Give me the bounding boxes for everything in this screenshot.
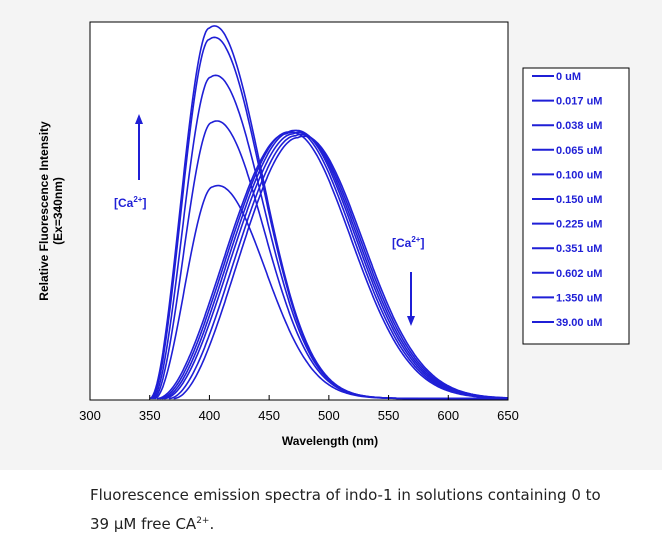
series-line-5	[156, 131, 508, 400]
series-line-1	[168, 133, 508, 400]
legend: 0 uM 0.017 uM 0.038 uM 0.065 uM 0.100 uM 0.15…	[532, 71, 602, 329]
caption-superscript: 2+	[196, 516, 210, 526]
legend-entry: 0.038 uM	[556, 120, 602, 132]
y-axis-label: Relative Fluorescence Intensity (Ex=340n…	[37, 121, 65, 301]
chart-figure: 300 350 400 450 500 550 600 650 Wavelength (nm)…	[0, 0, 662, 470]
x-tick-label: 350	[139, 408, 161, 423]
y-axis-label-line1: Relative Fluorescence Intensity	[37, 121, 51, 301]
chart-svg: 300 350 400 450 500 550 600 650 Wavelength (nm)…	[37, 21, 630, 448]
x-axis-label: Wavelength (nm)	[282, 434, 378, 448]
legend-entry: 0.100 uM	[556, 169, 602, 181]
series-line-3	[161, 129, 509, 400]
x-tick-label: 450	[258, 408, 280, 423]
plot-area	[89, 21, 509, 401]
x-axis-ticks: 300 350 400 450 500 550 600 650	[79, 395, 519, 423]
legend-entry: 0.065 uM	[556, 145, 602, 157]
x-tick-label: 400	[199, 408, 221, 423]
down-arrowhead-icon	[407, 316, 415, 326]
annotation-ca-down: [Ca2+]	[392, 235, 424, 326]
legend-entry: 0.017 uM	[556, 96, 602, 108]
legend-entry: 0.225 uM	[556, 219, 602, 231]
legend-entry: 39.00 uM	[556, 317, 602, 329]
x-tick-label: 300	[79, 408, 101, 423]
annotation-ca-down-label: [Ca2+]	[392, 235, 424, 250]
series-line-2	[163, 131, 508, 400]
x-tick-label: 600	[437, 408, 459, 423]
x-tick-label: 550	[378, 408, 400, 423]
caption-text: Fluorescence emission spectra of indo-1 …	[90, 486, 601, 533]
series-line-0	[173, 135, 509, 400]
annotation-ca-up: [Ca2+]	[114, 114, 146, 210]
caption-end: .	[209, 515, 215, 533]
up-arrowhead-icon	[135, 114, 143, 124]
legend-entry: 0 uM	[556, 71, 581, 83]
legend-entry: 0.351 uM	[556, 243, 602, 255]
legend-entry: 0.602 uM	[556, 268, 602, 280]
y-axis-label-line2: (Ex=340nm)	[51, 177, 65, 245]
figure-caption: Fluorescence emission spectra of indo-1 …	[90, 482, 610, 537]
series-line-4	[159, 129, 508, 400]
annotation-ca-up-label: [Ca2+]	[114, 195, 146, 210]
legend-entry: 0.150 uM	[556, 194, 602, 206]
x-tick-label: 650	[497, 408, 519, 423]
legend-entry: 1.350 uM	[556, 292, 602, 304]
x-tick-label: 500	[318, 408, 340, 423]
